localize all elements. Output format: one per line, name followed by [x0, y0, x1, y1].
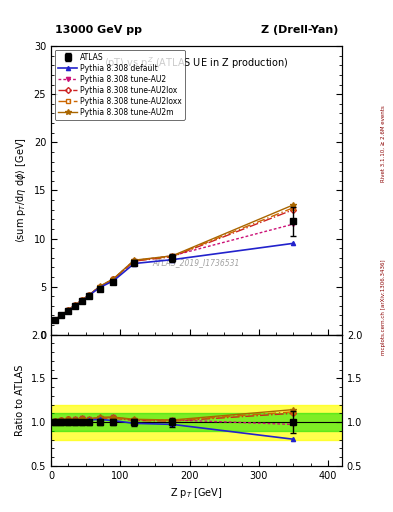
Pythia 8.308 tune-AU2: [52, 317, 57, 324]
Pythia 8.308 tune-AU2lox: [66, 307, 71, 313]
Pythia 8.308 default: [52, 317, 57, 324]
Bar: [51, 404, 342, 440]
Pythia 8.308 tune-AU2m: [52, 317, 57, 323]
Pythia 8.308 tune-AU2loxx: [59, 312, 64, 318]
X-axis label: Z p$_T$ [GeV]: Z p$_T$ [GeV]: [170, 486, 223, 500]
Pythia 8.308 tune-AU2: [80, 296, 84, 303]
Pythia 8.308 tune-AU2: [59, 312, 64, 318]
Pythia 8.308 tune-AU2lox: [52, 317, 57, 323]
Pythia 8.308 tune-AU2loxx: [87, 292, 92, 298]
Pythia 8.308 tune-AU2m: [87, 292, 92, 298]
Pythia 8.308 tune-AU2loxx: [111, 276, 116, 282]
Text: Rivet 3.1.10, ≥ 2.6M events: Rivet 3.1.10, ≥ 2.6M events: [381, 105, 386, 182]
Text: Z (Drell-Yan): Z (Drell-Yan): [261, 25, 338, 35]
Pythia 8.308 tune-AU2loxx: [170, 253, 174, 260]
Pythia 8.308 tune-AU2: [111, 276, 116, 282]
Pythia 8.308 default: [73, 303, 78, 309]
Pythia 8.308 tune-AU2: [87, 292, 92, 298]
Y-axis label: $\langle$sum p$_T$/d$\eta$ d$\phi\rangle$ [GeV]: $\langle$sum p$_T$/d$\eta$ d$\phi\rangle…: [14, 138, 28, 243]
Pythia 8.308 tune-AU2loxx: [132, 258, 136, 264]
Pythia 8.308 tune-AU2m: [170, 253, 174, 259]
Pythia 8.308 tune-AU2lox: [291, 206, 296, 212]
Pythia 8.308 tune-AU2m: [73, 302, 78, 308]
Pythia 8.308 tune-AU2lox: [87, 292, 92, 298]
Pythia 8.308 tune-AU2loxx: [80, 297, 84, 303]
Pythia 8.308 default: [111, 278, 116, 284]
Pythia 8.308 tune-AU2m: [97, 283, 102, 289]
Text: $\langle$pT$\rangle$ vs p$_T^Z$ (ATLAS UE in Z production): $\langle$pT$\rangle$ vs p$_T^Z$ (ATLAS U…: [104, 55, 289, 72]
Pythia 8.308 tune-AU2lox: [73, 302, 78, 308]
Legend: ATLAS, Pythia 8.308 default, Pythia 8.308 tune-AU2, Pythia 8.308 tune-AU2lox, Py: ATLAS, Pythia 8.308 default, Pythia 8.30…: [55, 50, 185, 120]
Pythia 8.308 tune-AU2lox: [170, 254, 174, 260]
Pythia 8.308 tune-AU2: [73, 302, 78, 308]
Line: Pythia 8.308 tune-AU2: Pythia 8.308 tune-AU2: [53, 222, 296, 323]
Pythia 8.308 tune-AU2m: [66, 307, 71, 313]
Bar: [51, 413, 342, 431]
Pythia 8.308 tune-AU2loxx: [66, 307, 71, 313]
Pythia 8.308 tune-AU2loxx: [291, 205, 296, 211]
Pythia 8.308 tune-AU2lox: [97, 284, 102, 290]
Pythia 8.308 tune-AU2loxx: [97, 284, 102, 290]
Line: Pythia 8.308 tune-AU2lox: Pythia 8.308 tune-AU2lox: [53, 207, 296, 322]
Pythia 8.308 default: [170, 257, 174, 263]
Line: Pythia 8.308 tune-AU2loxx: Pythia 8.308 tune-AU2loxx: [53, 206, 296, 322]
Pythia 8.308 tune-AU2: [291, 221, 296, 227]
Pythia 8.308 tune-AU2m: [111, 275, 116, 282]
Pythia 8.308 default: [291, 240, 296, 246]
Text: mcplots.cern.ch [arXiv:1306.3436]: mcplots.cern.ch [arXiv:1306.3436]: [381, 260, 386, 355]
Pythia 8.308 tune-AU2m: [80, 296, 84, 303]
Pythia 8.308 tune-AU2lox: [59, 312, 64, 318]
Pythia 8.308 tune-AU2m: [132, 257, 136, 263]
Pythia 8.308 tune-AU2loxx: [52, 317, 57, 323]
Pythia 8.308 tune-AU2: [132, 258, 136, 264]
Pythia 8.308 tune-AU2: [66, 307, 71, 313]
Pythia 8.308 tune-AU2lox: [80, 297, 84, 303]
Pythia 8.308 tune-AU2: [170, 253, 174, 259]
Pythia 8.308 tune-AU2lox: [132, 258, 136, 264]
Pythia 8.308 default: [87, 292, 92, 298]
Line: Pythia 8.308 default: Pythia 8.308 default: [53, 241, 296, 323]
Pythia 8.308 tune-AU2m: [59, 312, 64, 318]
Pythia 8.308 tune-AU2: [97, 284, 102, 290]
Pythia 8.308 tune-AU2lox: [111, 276, 116, 283]
Y-axis label: Ratio to ATLAS: Ratio to ATLAS: [15, 365, 25, 436]
Pythia 8.308 default: [66, 308, 71, 314]
Pythia 8.308 default: [132, 261, 136, 267]
Pythia 8.308 tune-AU2m: [291, 202, 296, 208]
Pythia 8.308 default: [59, 312, 64, 318]
Text: 13000 GeV pp: 13000 GeV pp: [55, 25, 142, 35]
Pythia 8.308 tune-AU2loxx: [73, 302, 78, 308]
Pythia 8.308 default: [80, 298, 84, 304]
Pythia 8.308 default: [97, 285, 102, 291]
Line: Pythia 8.308 tune-AU2m: Pythia 8.308 tune-AU2m: [52, 202, 296, 323]
Text: ATLAS_2019_I1736531: ATLAS_2019_I1736531: [153, 258, 240, 267]
